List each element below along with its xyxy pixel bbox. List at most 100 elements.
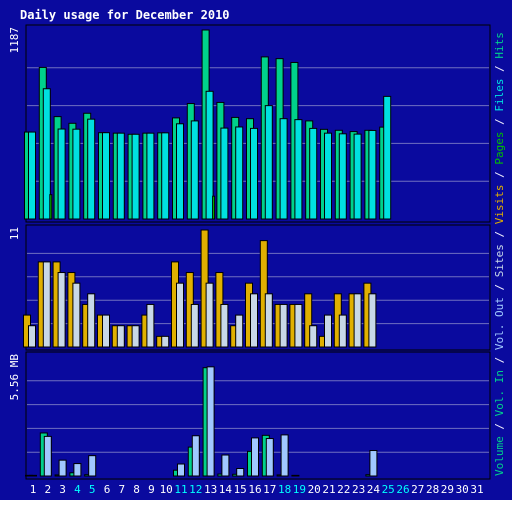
bar-vol-out-day-15 <box>236 468 245 477</box>
bar-files-day-7 <box>116 132 125 220</box>
bar-files-day-14 <box>220 127 229 220</box>
bar-sites-day-13 <box>205 282 214 348</box>
legend-part-9: / <box>493 165 506 185</box>
bar-sites-day-17 <box>264 293 273 348</box>
bar-files-day-21 <box>324 132 332 220</box>
bar-sites-day-24 <box>368 293 377 348</box>
bar-sites-day-20 <box>309 325 318 348</box>
day-label-8: 8 <box>133 483 140 496</box>
bar-sites-day-18 <box>279 303 288 348</box>
bar-files-day-11 <box>176 123 184 220</box>
day-label-1: 1 <box>30 483 37 496</box>
bar-sites-day-15 <box>235 314 244 348</box>
chart-panels: 1187 11 5.56 MB <box>8 24 491 480</box>
day-label-20: 20 <box>308 483 321 496</box>
day-label-7: 7 <box>118 483 125 496</box>
day-label-30: 30 <box>456 483 469 496</box>
bar-sites-day-16 <box>250 293 258 348</box>
bar-sites-day-12 <box>190 303 199 348</box>
bar-files-day-24 <box>368 129 377 220</box>
bar-vol-out-day-4 <box>73 463 82 477</box>
bar-files-day-19 <box>294 119 303 220</box>
legend-part-10: Pages <box>493 132 506 165</box>
bar-sites-day-1 <box>28 325 36 348</box>
bar-files-day-15 <box>235 126 244 220</box>
day-label-2: 2 <box>44 483 51 496</box>
bar-vol-out-day-5 <box>88 455 97 477</box>
day-label-17: 17 <box>263 483 276 496</box>
bar-files-day-4 <box>72 128 81 220</box>
bar-files-day-5 <box>87 118 96 220</box>
bar-sites-day-11 <box>176 282 184 348</box>
bar-visits-day-20 <box>304 293 313 348</box>
bar-files-day-18 <box>279 118 288 220</box>
legend-part-12: Files <box>493 79 506 112</box>
bar-sites-day-5 <box>87 293 96 348</box>
legend-part-11: / <box>493 112 506 132</box>
bar-files-day-8 <box>131 133 140 220</box>
chart-title: Daily usage for December 2010 <box>20 8 230 22</box>
bar-vol-out-day-16 <box>251 437 259 477</box>
bar-vol-out-day-3 <box>58 459 67 477</box>
day-label-19: 19 <box>293 483 306 496</box>
bar-files-day-25 <box>383 95 392 220</box>
legend-part-5: / <box>493 277 506 297</box>
legend-part-14: Hits <box>493 32 506 59</box>
bar-files-day-17 <box>264 105 273 220</box>
legend-part-6: Sites <box>493 244 506 277</box>
day-label-31: 31 <box>470 483 483 496</box>
bar-sites-day-8 <box>131 325 140 348</box>
day-label-5: 5 <box>89 483 96 496</box>
day-label-25: 25 <box>382 483 395 496</box>
bar-sites-day-19 <box>294 303 303 348</box>
day-label-12: 12 <box>189 483 202 496</box>
right-side-legend: Volume / Vol. In / Vol. Out / Sites / Vi… <box>493 32 506 476</box>
day-label-11: 11 <box>174 483 187 496</box>
bar-files-day-6 <box>102 132 110 220</box>
bar-vol-out-day-14 <box>221 454 230 477</box>
y-max-label: 1187 <box>8 27 21 54</box>
day-label-21: 21 <box>322 483 335 496</box>
day-label-24: 24 <box>367 483 381 496</box>
bar-files-day-20 <box>309 127 318 220</box>
bar-files-day-16 <box>250 127 258 220</box>
legend-part-7: / <box>493 224 506 244</box>
bar-vol-out-day-18 <box>280 434 289 477</box>
day-label-27: 27 <box>411 483 424 496</box>
day-label-28: 28 <box>426 483 439 496</box>
bar-vol-out-day-11 <box>177 463 185 477</box>
bar-files-day-13 <box>205 90 214 220</box>
day-label-3: 3 <box>59 483 66 496</box>
bar-files-day-10 <box>161 132 170 220</box>
day-label-18: 18 <box>278 483 291 496</box>
bar-sites-day-9 <box>146 303 155 348</box>
bar-sites-day-3 <box>57 272 66 348</box>
day-label-16: 16 <box>248 483 261 496</box>
x-axis-day-labels: 1 2 3 4 5 6 7 8 9 10 11 12 13 14 15 16 17 18 19 20 21 22 23 24 2… <box>30 483 484 496</box>
day-label-6: 6 <box>104 483 111 496</box>
y-max-label: 5.56 MB <box>8 354 21 401</box>
bar-sites-day-14 <box>220 303 229 348</box>
panel-frame <box>25 24 491 223</box>
day-label-23: 23 <box>352 483 365 496</box>
day-label-14: 14 <box>219 483 233 496</box>
legend-part-3: / <box>493 350 506 370</box>
legend-part-4: Vol. Out <box>493 297 506 350</box>
panel-hits_files_pages: 1187 <box>8 24 491 223</box>
bar-vol-out-day-17 <box>265 438 274 477</box>
panel-volume: 5.56 MB <box>8 351 491 480</box>
bar-files-day-12 <box>190 120 199 220</box>
bar-pages-day-13 <box>212 195 216 220</box>
day-label-15: 15 <box>234 483 247 496</box>
bar-files-day-9 <box>146 132 155 220</box>
panel-visits_sites: 11 <box>8 224 491 351</box>
bar-vol-out-day-24 <box>369 450 378 477</box>
bar-vol-out-day-12 <box>191 435 200 477</box>
day-label-22: 22 <box>337 483 350 496</box>
legend-part-13: / <box>493 59 506 79</box>
legend-part-8: Visits <box>493 185 506 225</box>
bar-vol-out-day-13 <box>206 366 215 477</box>
